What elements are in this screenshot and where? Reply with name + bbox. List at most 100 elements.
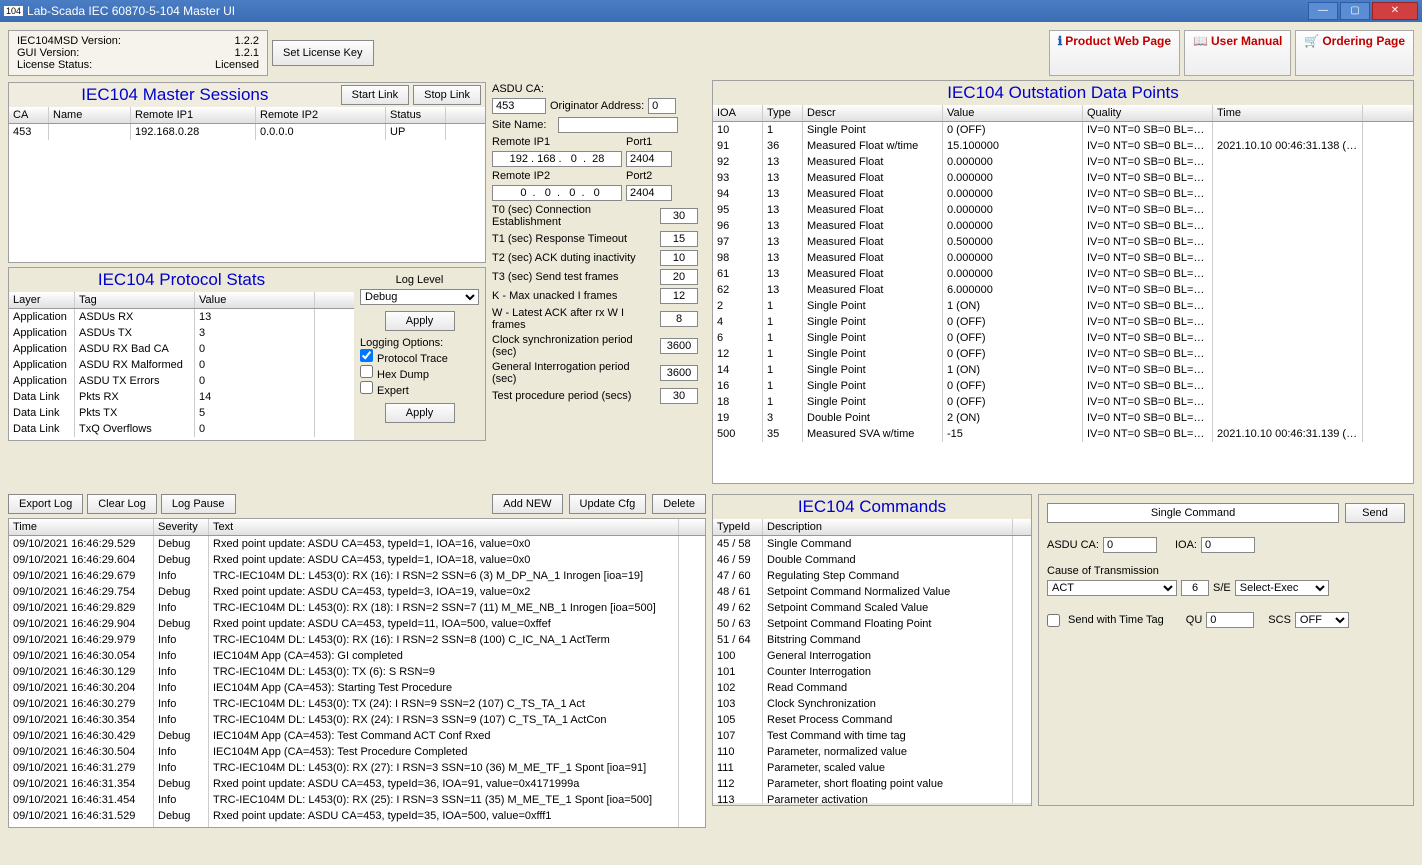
command-row[interactable]: 112Parameter, short floating point value	[713, 776, 1031, 792]
test-period-input[interactable]	[660, 388, 698, 404]
column-header[interactable]: Time	[1213, 105, 1363, 121]
clear-log-button[interactable]: Clear Log	[87, 494, 157, 514]
user-manual-link[interactable]: 📖User Manual	[1184, 30, 1291, 76]
protocol-trace-checkbox[interactable]	[360, 349, 373, 362]
remote-ip1-input[interactable]	[492, 151, 622, 167]
column-header[interactable]: Quality	[1083, 105, 1213, 121]
log-row[interactable]: 09/10/2021 16:46:29.529DebugRxed point u…	[9, 536, 705, 552]
log-row[interactable]: 09/10/2021 16:46:29.754DebugRxed point u…	[9, 584, 705, 600]
sessions-grid[interactable]: CANameRemote IP1Remote IP2Status453192.1…	[9, 107, 485, 262]
log-row[interactable]: 09/10/2021 16:46:29.979InfoTRC-IEC104M D…	[9, 632, 705, 648]
command-row[interactable]: 50 / 63Setpoint Command Floating Point	[713, 616, 1031, 632]
command-row[interactable]: 107Test Command with time tag	[713, 728, 1031, 744]
command-row[interactable]: 113Parameter activation	[713, 792, 1031, 803]
log-row[interactable]: 09/10/2021 16:46:29.604DebugRxed point u…	[9, 552, 705, 568]
log-row[interactable]: 09/10/2021 16:46:30.054InfoIEC104M App (…	[9, 648, 705, 664]
command-row[interactable]: 110Parameter, normalized value	[713, 744, 1031, 760]
delete-button[interactable]: Delete	[652, 494, 706, 514]
w-input[interactable]	[660, 311, 698, 327]
log-row[interactable]: 09/10/2021 16:46:30.504InfoIEC104M App (…	[9, 744, 705, 760]
column-header[interactable]: Description	[763, 519, 1013, 535]
log-row[interactable]: 09/10/2021 16:46:30.429DebugIEC104M App …	[9, 728, 705, 744]
command-title-input[interactable]	[1047, 503, 1339, 523]
datapoint-row[interactable]: 9213Measured Float0.000000IV=0 NT=0 SB=0…	[713, 154, 1413, 170]
apply-loglevel-button[interactable]: Apply	[385, 311, 455, 331]
cmd-ioa-input[interactable]	[1201, 537, 1255, 553]
log-row[interactable]: 09/10/2021 16:46:31.279InfoTRC-IEC104M D…	[9, 760, 705, 776]
command-row[interactable]: 51 / 64Bitstring Command	[713, 632, 1031, 648]
column-header[interactable]: Descr	[803, 105, 943, 121]
datapoint-row[interactable]: 9513Measured Float0.000000IV=0 NT=0 SB=0…	[713, 202, 1413, 218]
export-log-button[interactable]: Export Log	[8, 494, 83, 514]
datapoint-row[interactable]: 161Single Point0 (OFF)IV=0 NT=0 SB=0 BL=…	[713, 378, 1413, 394]
log-pause-button[interactable]: Log Pause	[161, 494, 236, 514]
commands-grid[interactable]: TypeIdDescription45 / 58Single Command46…	[713, 519, 1031, 803]
log-row[interactable]: 09/10/2021 16:46:30.279InfoTRC-IEC104M D…	[9, 696, 705, 712]
log-row[interactable]: 09/10/2021 16:46:29.829InfoTRC-IEC104M D…	[9, 600, 705, 616]
k-input[interactable]	[660, 288, 698, 304]
update-cfg-button[interactable]: Update Cfg	[569, 494, 647, 514]
t3-input[interactable]	[660, 269, 698, 285]
column-header[interactable]: Layer	[9, 292, 75, 308]
datapoint-row[interactable]: 21Single Point1 (ON)IV=0 NT=0 SB=0 BL=0 …	[713, 298, 1413, 314]
cot-num-input[interactable]	[1181, 580, 1209, 596]
command-row[interactable]: 100General Interrogation	[713, 648, 1031, 664]
t0-input[interactable]	[660, 208, 698, 224]
column-header[interactable]: Severity	[154, 519, 209, 535]
column-header[interactable]: IOA	[713, 105, 763, 121]
minimize-button[interactable]: —	[1308, 2, 1338, 20]
stat-row[interactable]: ApplicationASDUs TX3	[9, 325, 354, 341]
datapoint-row[interactable]: 193Double Point2 (ON)IV=0 NT=0 SB=0 BL=0…	[713, 410, 1413, 426]
send-button[interactable]: Send	[1345, 503, 1405, 523]
stats-grid[interactable]: LayerTagValueApplicationASDUs RX13Applic…	[9, 292, 354, 440]
column-header[interactable]: Text	[209, 519, 679, 535]
log-grid[interactable]: TimeSeverityText09/10/2021 16:46:29.529D…	[8, 518, 706, 828]
cmd-asdu-ca-input[interactable]	[1103, 537, 1157, 553]
t2-input[interactable]	[660, 250, 698, 266]
hex-dump-checkbox[interactable]	[360, 365, 373, 378]
stat-row[interactable]: Data LinkTxQ Overflows0	[9, 421, 354, 437]
log-row[interactable]: 09/10/2021 16:46:29.904DebugRxed point u…	[9, 616, 705, 632]
command-row[interactable]: 45 / 58Single Command	[713, 536, 1031, 552]
command-row[interactable]: 102Read Command	[713, 680, 1031, 696]
maximize-button[interactable]: ▢	[1340, 2, 1370, 20]
session-row[interactable]: 453192.168.0.280.0.0.0UP	[9, 124, 485, 140]
stat-row[interactable]: Data LinkPkts RX14	[9, 389, 354, 405]
stat-row[interactable]: ApplicationASDU RX Bad CA0	[9, 341, 354, 357]
log-row[interactable]: 09/10/2021 16:46:30.204InfoIEC104M App (…	[9, 680, 705, 696]
port1-input[interactable]	[626, 151, 672, 167]
site-name-input[interactable]	[558, 117, 678, 133]
column-header[interactable]: CA	[9, 107, 49, 123]
datapoint-row[interactable]: 9313Measured Float0.000000IV=0 NT=0 SB=0…	[713, 170, 1413, 186]
column-header[interactable]: Tag	[75, 292, 195, 308]
datapoint-row[interactable]: 41Single Point0 (OFF)IV=0 NT=0 SB=0 BL=0…	[713, 314, 1413, 330]
apply-logging-button[interactable]: Apply	[385, 403, 455, 423]
stat-row[interactable]: ApplicationASDU TX Errors0	[9, 373, 354, 389]
expert-checkbox[interactable]	[360, 381, 373, 394]
log-row[interactable]: 09/10/2021 16:46:32.604InfoTRC-IEC104M D…	[9, 824, 705, 828]
datapoint-row[interactable]: 9136Measured Float w/time15.100000IV=0 N…	[713, 138, 1413, 154]
command-row[interactable]: 101Counter Interrogation	[713, 664, 1031, 680]
command-row[interactable]: 47 / 60Regulating Step Command	[713, 568, 1031, 584]
column-header[interactable]: TypeId	[713, 519, 763, 535]
command-row[interactable]: 49 / 62Setpoint Command Scaled Value	[713, 600, 1031, 616]
se-select[interactable]: Select-Exec	[1235, 580, 1329, 596]
clock-sync-input[interactable]	[660, 338, 698, 354]
column-header[interactable]: Time	[9, 519, 154, 535]
log-row[interactable]: 09/10/2021 16:46:31.354DebugRxed point u…	[9, 776, 705, 792]
command-row[interactable]: 111Parameter, scaled value	[713, 760, 1031, 776]
cot-select[interactable]: ACT	[1047, 580, 1177, 596]
column-header[interactable]: Value	[943, 105, 1083, 121]
port2-input[interactable]	[626, 185, 672, 201]
stat-row[interactable]: Data LinkPkts TX5	[9, 405, 354, 421]
datapoint-row[interactable]: 9413Measured Float0.000000IV=0 NT=0 SB=0…	[713, 186, 1413, 202]
asdu-ca-input[interactable]	[492, 98, 546, 114]
command-row[interactable]: 105Reset Process Command	[713, 712, 1031, 728]
datapoint-row[interactable]: 61Single Point0 (OFF)IV=0 NT=0 SB=0 BL=0…	[713, 330, 1413, 346]
log-row[interactable]: 09/10/2021 16:46:31.454InfoTRC-IEC104M D…	[9, 792, 705, 808]
gi-period-input[interactable]	[660, 365, 698, 381]
t1-input[interactable]	[660, 231, 698, 247]
originator-input[interactable]	[648, 98, 676, 114]
stop-link-button[interactable]: Stop Link	[413, 85, 481, 105]
datapoint-row[interactable]: 9813Measured Float0.000000IV=0 NT=0 SB=0…	[713, 250, 1413, 266]
